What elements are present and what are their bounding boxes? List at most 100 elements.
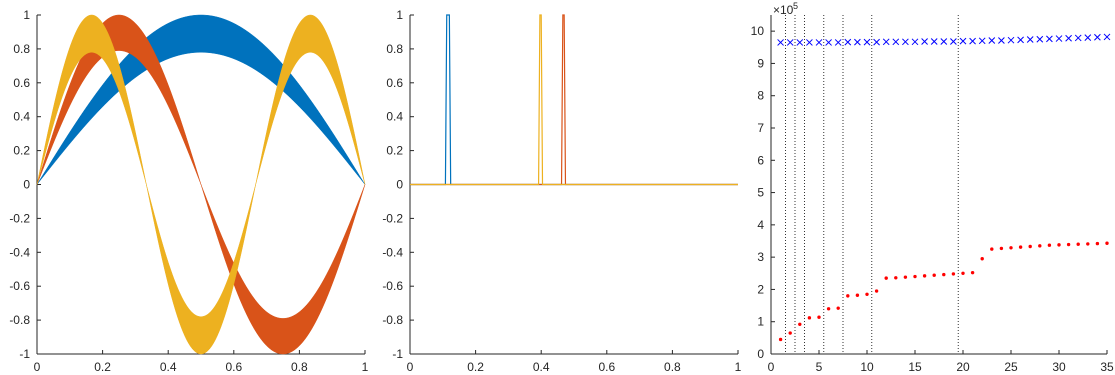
chart3-y-tick-label: 4 — [757, 218, 764, 232]
chart1-y-tick-label: 0.6 — [13, 76, 30, 90]
chart3-point-dot — [980, 257, 984, 261]
chart3-point-x — [1026, 36, 1034, 43]
chart1-y-tick-label: 1 — [23, 8, 30, 22]
chart3-point-x — [1055, 35, 1063, 42]
chart3-point-x — [825, 39, 832, 46]
chart3-exponent-label: ×10 — [773, 3, 794, 17]
chart2-y-tick-label: -1 — [392, 347, 403, 361]
chart3-point-x — [882, 38, 890, 46]
chart1-x-tick-label: 0.8 — [291, 360, 308, 374]
chart3-point-dot — [922, 274, 927, 278]
chart1-y-tick-label: 0.8 — [13, 42, 30, 56]
chart3-point-x — [1103, 33, 1111, 41]
chart3-point-dot — [826, 307, 831, 311]
chart2-x-tick-label: 0.2 — [467, 360, 484, 374]
chart1-y-tick-label: -0.4 — [9, 245, 30, 259]
chart3-point-x — [930, 38, 938, 45]
chart3-y-tick-label: 6 — [757, 153, 764, 167]
chart3-point-x — [902, 38, 909, 46]
chart3-y-tick-label: 5 — [757, 186, 764, 200]
chart3-point-dot — [1018, 245, 1023, 249]
chart3-x-tick-label: 10 — [860, 360, 874, 374]
chart2-y-tick-label: 0.8 — [386, 42, 403, 56]
chart3-point-x — [1007, 36, 1015, 44]
chart3-point-x — [806, 39, 813, 46]
chart1-y-tick-label: -0.2 — [9, 211, 30, 225]
chart3-y-tick-label: 3 — [757, 250, 764, 264]
chart3-point-dot — [1076, 242, 1080, 246]
chart3-point-dot — [855, 293, 860, 297]
chart2-y-tick-label: 1 — [396, 8, 403, 22]
chart3-point-x — [988, 37, 996, 44]
chart1-band-series-3 — [36, 14, 366, 355]
chart3-point-dot — [903, 275, 908, 279]
chart2-line-series-3 — [410, 14, 738, 186]
chart2-y-tick-label: -0.8 — [382, 313, 403, 327]
chart2-y-tick-label: 0.4 — [386, 110, 403, 124]
chart3-y-tick-label: 8 — [757, 89, 764, 103]
chart3-point-dot — [913, 274, 917, 279]
chart3-point-dot — [894, 276, 898, 280]
chart1-y-tick-label: 0 — [23, 178, 30, 192]
chart3-point-dot — [778, 337, 783, 342]
chart3-point-x — [786, 39, 794, 46]
chart1-y-tick-label: 0.2 — [13, 144, 30, 158]
chart1-x-tick-label: 1 — [362, 360, 369, 374]
chart2-line-series-1 — [410, 14, 738, 186]
chart3-point-dot — [884, 276, 888, 280]
chart3-x-tick-label: 35 — [1100, 360, 1114, 374]
chart3-exponent-power: 5 — [793, 1, 798, 11]
chart3-y-tick-label: 2 — [757, 282, 764, 296]
chart3-point-dot — [942, 272, 946, 277]
chart-panel-1: 0 0.2 0.4 0.6 0.8 1 -1 -0.8 -0.6 -0.4 -0.2 0 0.2 0.4 0… — [9, 8, 368, 374]
chart3-point-x — [777, 39, 784, 46]
chart3-point-dot — [970, 270, 975, 275]
chart3-point-dot — [1086, 242, 1090, 246]
chart1-y-tick-label: -0.8 — [9, 313, 30, 327]
chart2-y-tick-label: -0.6 — [382, 279, 403, 293]
chart2-x-tick-label: 0.8 — [664, 360, 681, 374]
chart3-y-tick-label: 0 — [757, 347, 764, 361]
chart3-x-tick-label: 20 — [956, 360, 970, 374]
chart2-x-tick-label: 0.4 — [533, 360, 550, 374]
chart3-point-x — [863, 38, 871, 46]
chart3-x-tick-label: 0 — [768, 360, 775, 374]
chart1-y-tick-label: 0.4 — [13, 110, 30, 124]
chart3-x-tick-label: 30 — [1052, 360, 1066, 374]
chart3-point-dot — [1028, 244, 1032, 249]
chart3-point-x — [1084, 34, 1092, 41]
chart3-point-x — [940, 38, 948, 45]
chart3-point-x — [998, 37, 1005, 44]
chart3-point-x — [796, 39, 804, 46]
chart-panel-2: 0 0.2 0.4 0.6 0.8 1 -1 -0.8 -0.6 -0.4 -0.2 0 0.2 0.4 0… — [382, 8, 741, 374]
chart1-y-tick-label: -1 — [19, 347, 30, 361]
chart3-point-x — [1074, 34, 1082, 42]
chart2-x-tick-label: 0 — [407, 360, 414, 374]
chart3-point-dot — [846, 294, 850, 298]
chart3-point-x — [911, 38, 919, 46]
chart3-point-dot — [865, 292, 869, 296]
chart3-point-x — [969, 37, 976, 45]
chart3-point-dot — [1066, 242, 1071, 247]
chart3-point-dot — [961, 271, 965, 275]
chart1-x-tick-label: 0 — [34, 360, 41, 374]
chart3-point-x — [834, 39, 842, 46]
chart3-point-dot — [951, 272, 956, 276]
chart2-y-tick-label: 0.2 — [386, 144, 403, 158]
chart2-y-tick-label: 0 — [396, 178, 403, 192]
chart3-point-dot — [990, 247, 994, 251]
chart3-point-dot — [817, 315, 821, 319]
chart3-y-tick-label: 10 — [751, 24, 765, 38]
chart3-point-x — [921, 38, 928, 45]
chart2-x-tick-label: 1 — [735, 360, 742, 374]
chart3-y-tick-label: 9 — [757, 56, 764, 70]
chart1-y-tick-label: -0.6 — [9, 279, 30, 293]
chart3-point-x — [950, 38, 957, 45]
chart3-y-tick-label: 7 — [757, 121, 764, 135]
chart3-x-tick-label: 15 — [908, 360, 922, 374]
chart3-point-dot — [836, 306, 840, 310]
chart3-point-x — [844, 38, 852, 46]
chart3-point-x — [1046, 35, 1053, 43]
